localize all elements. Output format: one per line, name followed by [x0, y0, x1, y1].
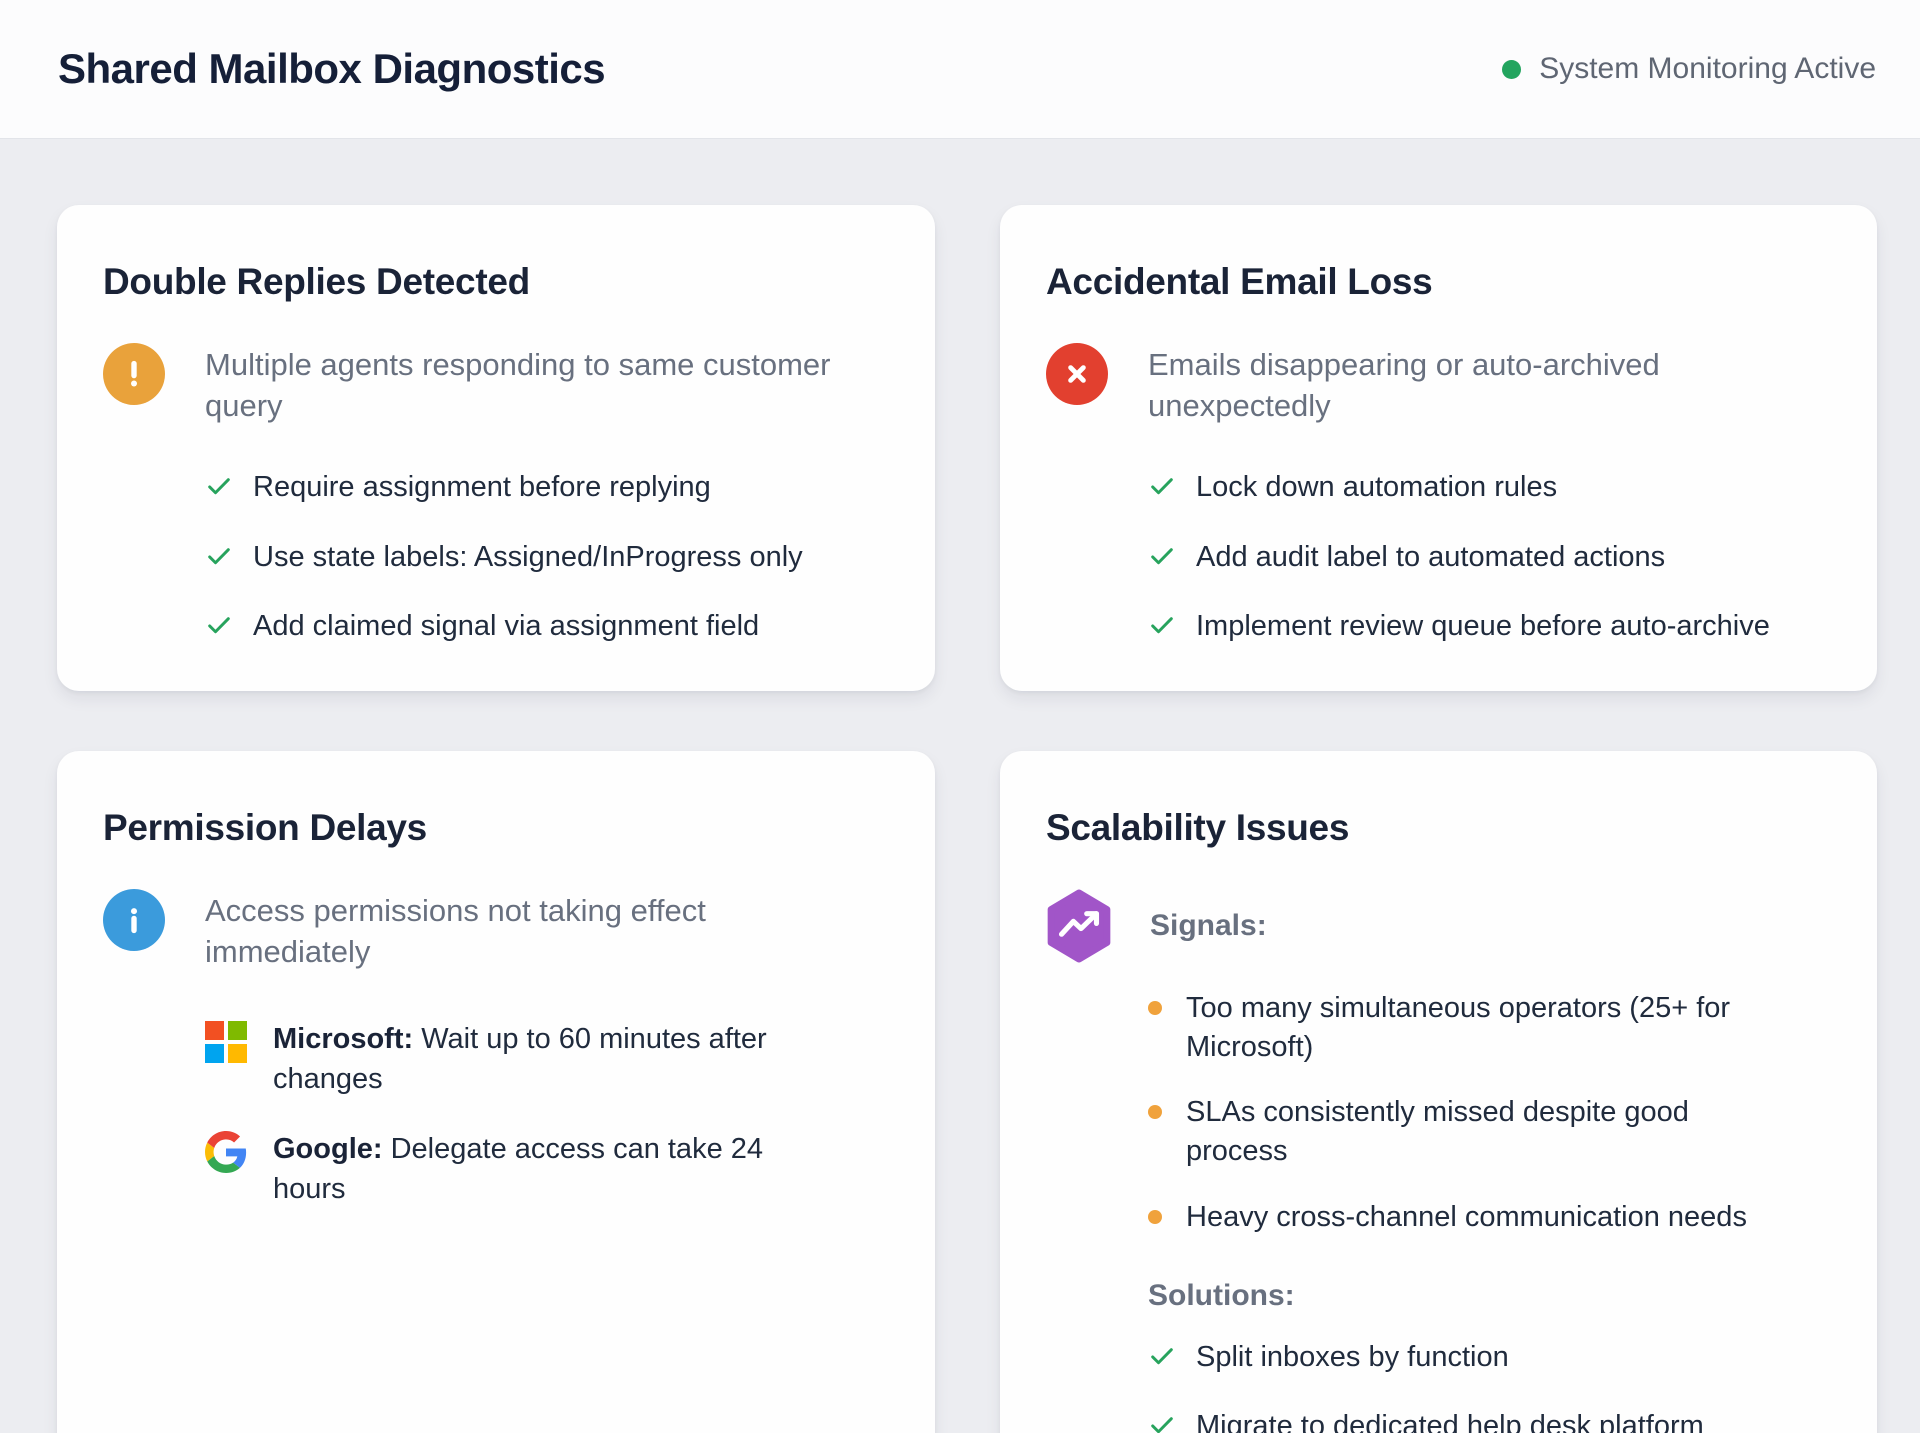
check-icon: [208, 617, 230, 634]
issue-description: Emails disappearing or auto-archived une…: [1148, 347, 1660, 423]
page-title: Shared Mailbox Diagnostics: [58, 45, 606, 92]
bullet-icon: [1148, 1001, 1162, 1015]
bullet-icon: [1148, 1105, 1162, 1120]
solutions-label: Solutions:: [1148, 1278, 1295, 1312]
status-label: System Monitoring Active: [1539, 52, 1876, 85]
issue-description: Multiple agents responding to same custo…: [205, 347, 831, 423]
checklist: Require assignment before replying Use s…: [103, 469, 887, 646]
card-permission-delays: Permission Delays Access permissions not…: [57, 751, 935, 1433]
checklist-item-label: Add claimed signal via assignment field: [253, 610, 760, 643]
checklist-item-label: Lock down automation rules: [1196, 470, 1558, 503]
signal-item: SLAs consistently missed despite good pr…: [1148, 1093, 1788, 1171]
signals-label: Signals:: [1150, 909, 1267, 942]
solution-item: Split inboxes by function: [1148, 1339, 1829, 1377]
signal-item-label: Too many simultaneous operators (25+ for…: [1186, 992, 1731, 1064]
card-email-loss: Accidental Email Loss Emails disappearin…: [1000, 205, 1877, 691]
provider-list: Microsoft: Wait up to 60 minutes after c…: [103, 1019, 887, 1209]
checklist-item: Add audit label to automated actions: [1148, 539, 1829, 577]
solution-item-label: Migrate to dedicated help desk platform: [1196, 1410, 1704, 1433]
provider-row-google: Google: Delegate access can take 24 hour…: [205, 1129, 825, 1209]
checklist-item-label: Add audit label to automated actions: [1196, 540, 1666, 573]
signal-item: Too many simultaneous operators (25+ for…: [1148, 989, 1788, 1067]
issue-row: Multiple agents responding to same custo…: [103, 343, 887, 427]
card-title: Permission Delays: [103, 807, 427, 848]
check-icon: [208, 478, 230, 495]
checklist-item: Add claimed signal via assignment field: [205, 608, 887, 646]
checklist-item: Require assignment before replying: [205, 469, 887, 507]
checklist-item: Implement review queue before auto-archi…: [1148, 608, 1829, 646]
card-title: Accidental Email Loss: [1046, 261, 1433, 302]
solution-list: Split inboxes by function Migrate to ded…: [1046, 1339, 1829, 1433]
check-icon: [1151, 547, 1173, 564]
check-icon: [1151, 1347, 1173, 1364]
provider-row-microsoft: Microsoft: Wait up to 60 minutes after c…: [205, 1019, 825, 1099]
provider-text: Microsoft: Wait up to 60 minutes after c…: [273, 1019, 825, 1099]
signal-item-label: Heavy cross-channel communication needs: [1186, 1200, 1747, 1233]
check-icon: [1151, 1417, 1173, 1433]
cards-grid: Double Replies Detected Multiple agents …: [0, 139, 1920, 1433]
error-icon: [1046, 343, 1108, 405]
card-scalability: Scalability Issues Signals: Too many sim…: [1000, 751, 1877, 1433]
check-icon: [208, 547, 230, 564]
checklist-item-label: Require assignment before replying: [253, 470, 711, 503]
status-dot-icon: [1502, 59, 1522, 79]
signal-list: Too many simultaneous operators (25+ for…: [1046, 989, 1829, 1237]
signal-item-label: SLAs consistently missed despite good pr…: [1186, 1096, 1689, 1168]
provider-detail: Wait up to 60 minutes after changes: [273, 1022, 767, 1095]
checklist: Lock down automation rules Add audit lab…: [1046, 469, 1829, 646]
issue-row: Emails disappearing or auto-archived une…: [1046, 343, 1829, 427]
card-title: Double Replies Detected: [103, 261, 530, 302]
trending-up-icon: [1047, 889, 1111, 963]
checklist-item-label: Implement review queue before auto-archi…: [1196, 610, 1770, 643]
check-icon: [1151, 478, 1173, 495]
checklist-item: Use state labels: Assigned/InProgress on…: [205, 539, 887, 577]
status-indicator: System Monitoring Active: [1502, 52, 1876, 86]
bullet-icon: [1148, 1209, 1162, 1224]
provider-name: Microsoft:: [273, 1022, 414, 1055]
info-icon: [103, 889, 165, 951]
checklist-item-label: Use state labels: Assigned/InProgress on…: [253, 540, 803, 573]
issue-row: Access permissions not taking effect imm…: [103, 889, 887, 973]
header: Shared Mailbox Diagnostics System Monito…: [0, 0, 1920, 139]
card-title: Scalability Issues: [1046, 807, 1350, 848]
card-double-replies: Double Replies Detected Multiple agents …: [57, 205, 935, 691]
checklist-item: Lock down automation rules: [1148, 469, 1829, 507]
solution-item-label: Split inboxes by function: [1196, 1340, 1509, 1373]
issue-description: Access permissions not taking effect imm…: [205, 893, 706, 969]
microsoft-logo-icon: [205, 1020, 247, 1063]
warning-icon: [103, 343, 165, 405]
signals-header-row: Signals:: [1046, 889, 1829, 963]
provider-text: Google: Delegate access can take 24 hour…: [273, 1129, 825, 1209]
signal-item: Heavy cross-channel communication needs: [1148, 1198, 1788, 1237]
provider-name: Google:: [273, 1132, 383, 1165]
provider-detail: Delegate access can take 24 hours: [273, 1132, 764, 1205]
check-icon: [1151, 617, 1173, 634]
solution-item: Migrate to dedicated help desk platform: [1148, 1408, 1829, 1433]
google-logo-icon: [205, 1130, 247, 1173]
